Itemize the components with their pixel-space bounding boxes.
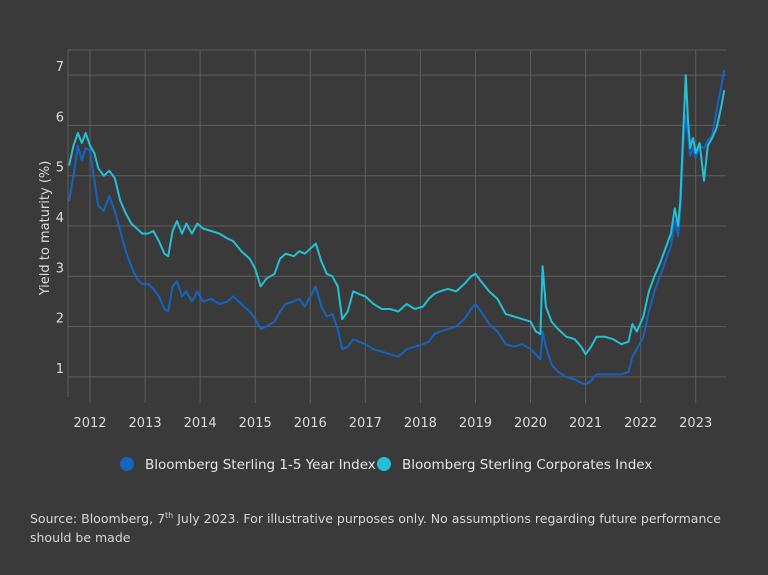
y-tick-label: 3 (56, 261, 64, 276)
source-suffix: July 2023. For illustrative purposes onl… (30, 511, 721, 546)
y-tick-label: 4 (56, 211, 64, 226)
series-line-2 (68, 74, 726, 356)
x-tick-label: 2022 (624, 416, 657, 431)
source-note: Source: Bloomberg, 7th July 2023. For il… (30, 506, 745, 547)
y-axis-label: Yield to maturity (%) (38, 161, 53, 297)
source-superscript: th (165, 511, 174, 520)
series-line-1 (68, 69, 726, 386)
x-tick-label: 2014 (184, 416, 217, 431)
legend-label: Bloomberg Sterling Corporates Index (402, 457, 652, 473)
y-tick-label: 2 (56, 312, 64, 327)
y-tick-label: 5 (56, 161, 64, 176)
y-tick-label: 7 (56, 60, 64, 75)
x-tick-label: 2019 (459, 416, 492, 431)
x-tick-label: 2013 (129, 416, 162, 431)
legend-swatch (120, 457, 134, 471)
y-tick-label: 1 (56, 362, 64, 377)
legend-label: Bloomberg Sterling 1-5 Year Index (145, 457, 376, 473)
x-tick-label: 2021 (569, 416, 602, 431)
x-tick-label: 2016 (294, 416, 327, 431)
grid-lines (67, 49, 726, 403)
x-tick-label: 2015 (239, 416, 272, 431)
y-tick-label: 6 (56, 110, 64, 125)
y-axis-ticks: 1 2 3 4 5 6 7 (56, 60, 64, 377)
x-tick-label: 2017 (349, 416, 382, 431)
legend-swatch (377, 457, 391, 471)
legend: Bloomberg Sterling 1-5 Year Index Bloombe… (120, 457, 652, 473)
source-prefix: Source: Bloomberg, 7 (30, 511, 166, 527)
x-tick-label: 2023 (679, 416, 712, 431)
x-tick-label: 2012 (73, 416, 106, 431)
series-lines (68, 69, 726, 386)
line-chart: 1 2 3 4 5 6 7 2012 2013 2014 2015 2016 2017 2018 2019… (38, 49, 726, 473)
x-tick-label: 2020 (514, 416, 547, 431)
x-tick-label: 2018 (404, 416, 437, 431)
x-axis-ticks: 2012 2013 2014 2015 2016 2017 2018 2019 2020 2021… (73, 416, 712, 431)
